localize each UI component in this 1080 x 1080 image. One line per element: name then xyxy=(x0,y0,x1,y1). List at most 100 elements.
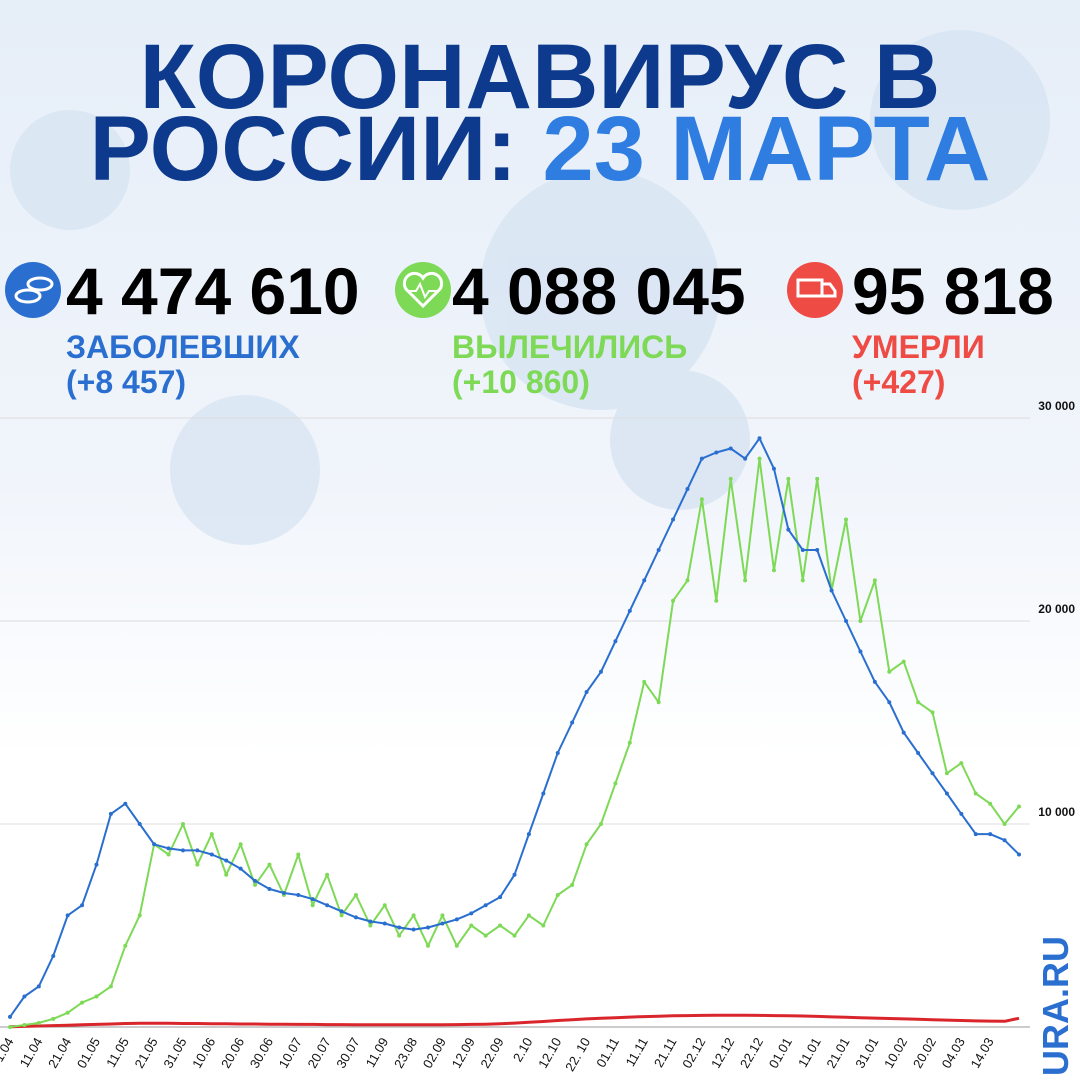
point xyxy=(627,608,632,613)
point xyxy=(872,679,877,684)
point xyxy=(584,842,589,847)
point xyxy=(469,923,474,928)
point xyxy=(916,750,921,755)
point xyxy=(8,1025,12,1029)
stat-change: (+427) xyxy=(852,364,945,400)
point xyxy=(382,903,387,908)
virus-decor xyxy=(10,30,1050,545)
point xyxy=(454,917,459,922)
point xyxy=(671,598,676,603)
point xyxy=(728,476,733,481)
point xyxy=(483,903,488,908)
point xyxy=(512,872,517,877)
point xyxy=(973,832,978,837)
point xyxy=(325,872,330,877)
point xyxy=(296,852,301,857)
point xyxy=(238,842,243,847)
point xyxy=(180,822,185,826)
point xyxy=(253,878,258,883)
point xyxy=(454,943,459,948)
point xyxy=(65,1010,70,1015)
point xyxy=(771,466,776,471)
point xyxy=(368,919,373,924)
point xyxy=(728,446,733,451)
point xyxy=(858,619,863,623)
point xyxy=(397,933,402,938)
point xyxy=(195,862,200,867)
point xyxy=(901,659,906,664)
point xyxy=(483,933,488,938)
point xyxy=(310,897,315,902)
point xyxy=(310,903,315,908)
point xyxy=(267,862,272,867)
point xyxy=(642,679,647,684)
point xyxy=(368,923,373,928)
point xyxy=(166,846,171,851)
point xyxy=(1017,852,1021,857)
point xyxy=(887,669,892,674)
logo: URA.RU xyxy=(1035,936,1076,1076)
stat-icons xyxy=(5,262,843,318)
point xyxy=(815,547,820,552)
stat-change: (+10 860) xyxy=(452,364,590,400)
point xyxy=(411,913,416,918)
point xyxy=(570,882,575,887)
point xyxy=(22,994,27,999)
point xyxy=(613,639,618,644)
point xyxy=(526,832,531,837)
point xyxy=(786,527,791,532)
stat-label: ВЫЛЕЧИЛИСЬ xyxy=(452,329,687,365)
point xyxy=(743,578,748,583)
title-date: 23 МАРТА xyxy=(543,98,991,200)
title-line1: КОРОНАВИРУС В xyxy=(140,26,941,128)
point xyxy=(988,801,993,806)
point xyxy=(1002,822,1007,826)
point xyxy=(123,943,128,948)
point xyxy=(325,903,330,908)
point xyxy=(844,517,849,522)
point xyxy=(22,1022,27,1027)
point xyxy=(930,771,935,776)
point xyxy=(959,811,964,816)
title-place: РОССИИ: xyxy=(89,98,516,200)
point xyxy=(296,893,301,898)
point xyxy=(411,927,416,932)
point xyxy=(108,984,113,989)
point xyxy=(339,913,344,918)
point xyxy=(671,517,676,522)
point xyxy=(800,578,805,583)
point xyxy=(541,923,546,928)
point xyxy=(382,921,387,926)
stat-label: ЗАБОЛЕВШИХ xyxy=(66,329,300,365)
point xyxy=(397,925,402,930)
point xyxy=(469,911,474,916)
point xyxy=(844,619,849,623)
point xyxy=(699,497,704,502)
point xyxy=(800,547,805,552)
point xyxy=(94,994,99,999)
point xyxy=(901,730,906,735)
point xyxy=(584,690,589,695)
point xyxy=(166,852,171,857)
point xyxy=(656,700,661,705)
title-line2: РОССИИ: 23 МАРТА xyxy=(89,98,990,200)
point xyxy=(815,476,820,481)
point xyxy=(627,740,632,745)
point xyxy=(613,781,618,786)
stat-change: (+8 457) xyxy=(66,364,186,400)
point xyxy=(944,791,949,796)
point xyxy=(51,1016,56,1021)
point xyxy=(598,822,603,826)
point xyxy=(440,913,445,918)
point xyxy=(916,700,921,705)
point xyxy=(973,791,978,796)
point xyxy=(498,895,503,900)
point xyxy=(930,710,935,715)
point xyxy=(1002,838,1007,843)
point xyxy=(36,984,41,989)
point xyxy=(281,891,286,896)
point xyxy=(526,913,531,918)
y-tick-label: 30 000 xyxy=(1038,399,1075,413)
